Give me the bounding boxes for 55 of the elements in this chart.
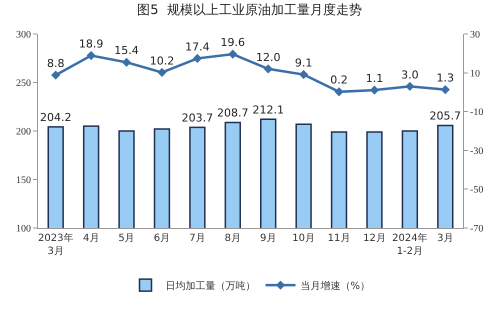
x-tick-label: 12月 [363, 233, 386, 244]
y2-tick-label: -10 [470, 107, 484, 118]
data-label: 19.6 [220, 36, 246, 50]
y2-tick-label: -30 [470, 146, 484, 157]
data-label: 1.3 [436, 72, 454, 85]
data-label: 17.4 [185, 40, 210, 54]
data-label: 9.1 [294, 56, 312, 70]
data-label: 18.9 [78, 37, 104, 50]
point [51, 70, 60, 80]
x-tick-label: 2024年 1-2月 [392, 232, 428, 257]
data-label: 203.7 [182, 111, 214, 124]
y2-tick-label: 30 [470, 30, 480, 40]
point [86, 50, 96, 60]
legend-label: 日均加工量（万吨） [166, 280, 256, 292]
chart-title: 图5 规模以上工业原油加工量月度走势 [137, 2, 362, 18]
point [157, 68, 167, 77]
x-tick-label: 6月 [154, 233, 170, 244]
y-tick-label: 150 [16, 175, 31, 186]
y-tick-label: 250 [16, 78, 31, 89]
point [405, 82, 414, 91]
point [440, 85, 450, 94]
data-label: 1.1 [366, 72, 384, 85]
x-tick-label: 3月 [437, 233, 454, 244]
y-tick-label: 200 [16, 126, 31, 138]
point [334, 87, 344, 96]
data-label: 0.2 [330, 74, 348, 87]
point [228, 50, 238, 59]
data-label: 3.0 [401, 68, 419, 82]
x-tick-label: 7月 [189, 233, 206, 244]
y-tick-label: 300 [16, 30, 31, 40]
data-label: 12.0 [256, 50, 280, 64]
y-tick-label: 100 [16, 224, 31, 234]
legend-label: 当月增速（%） [300, 280, 370, 292]
x-tick-label: 9月 [260, 233, 276, 244]
data-label: 208.7 [217, 106, 249, 120]
data-label: 8.8 [46, 57, 64, 70]
data-label: 212.1 [252, 103, 284, 116]
x-tick-label: 5月 [118, 233, 135, 244]
x-tick-label: 4月 [82, 233, 100, 244]
data-label: 15.4 [114, 44, 139, 58]
point [192, 54, 202, 63]
point [264, 64, 273, 74]
y2-tick-label: 10 [470, 68, 480, 80]
x-tick-label: 10月 [292, 233, 315, 244]
y2-tick-label: -70 [470, 224, 484, 234]
point [370, 86, 380, 95]
point [122, 58, 132, 67]
data-label: 204.2 [40, 110, 72, 124]
x-tick-label: 11月 [328, 233, 350, 244]
data-label: 205.7 [430, 109, 462, 122]
point [299, 70, 308, 80]
x-tick-label: 8月 [224, 233, 241, 244]
y2-tick-label: -50 [470, 184, 484, 196]
x-tick-label: 2023年 3月 [38, 232, 74, 257]
data-label: 10.2 [150, 54, 174, 68]
